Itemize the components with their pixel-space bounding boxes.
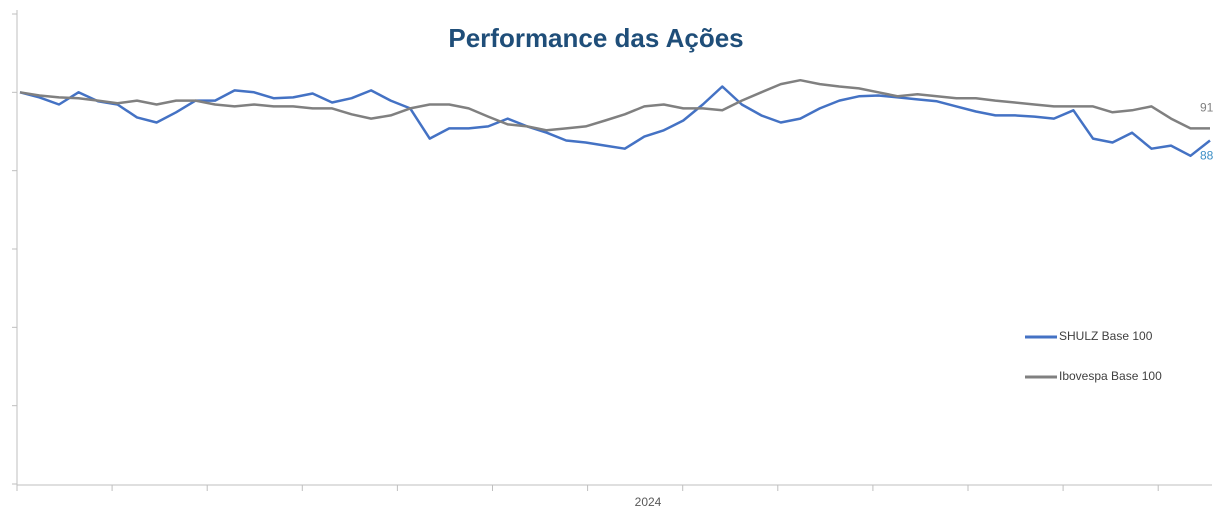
chart-title: Performance das Ações (448, 23, 743, 53)
x-axis-label: 2024 (635, 495, 662, 509)
legend-label: SHULZ Base 100 (1059, 329, 1153, 343)
legend-label: Ibovespa Base 100 (1059, 369, 1162, 383)
data-label: 88 (1200, 149, 1214, 163)
series-line (19, 85, 1211, 158)
series-line (19, 78, 1210, 132)
data-label: 91 (1200, 101, 1214, 115)
